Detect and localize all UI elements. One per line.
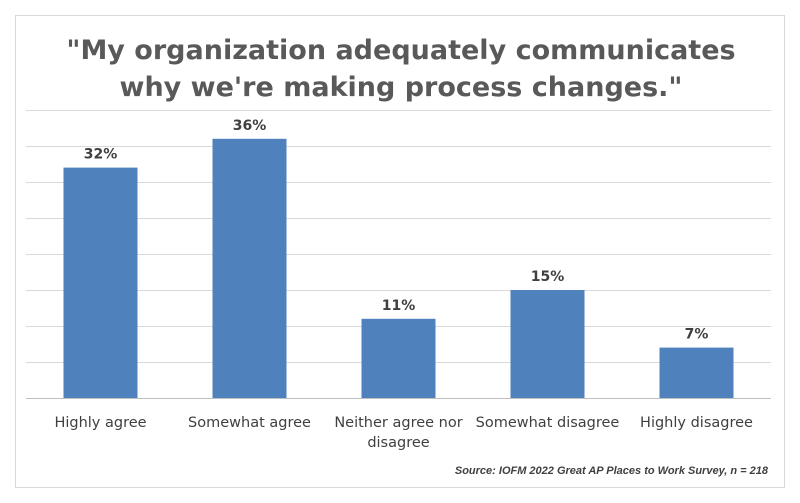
data-label: 36%: [233, 118, 267, 134]
data-labels: 32% 36% 11% 15% 7%: [84, 118, 709, 343]
bars: [63, 138, 734, 399]
category-label: Highly disagree: [640, 415, 753, 431]
data-label: 11%: [382, 298, 416, 314]
category-label: Somewhat disagree: [476, 415, 620, 431]
chart-title-line-1: "My organization adequately communicates: [66, 35, 735, 66]
chart-frame: "My organization adequately communicates…: [15, 15, 785, 488]
gridlines: [26, 110, 771, 363]
category-label: disagree: [367, 435, 429, 451]
bar: [63, 167, 138, 398]
chart-title: "My organization adequately communicates…: [66, 35, 735, 103]
data-label: 32%: [84, 147, 118, 163]
category-label: Neither agree nor: [334, 415, 462, 431]
category-labels: Highly agree Somewhat agree Neither agree …: [54, 415, 753, 451]
data-label: 7%: [685, 327, 709, 343]
data-label: 15%: [531, 269, 565, 285]
bar: [659, 347, 734, 398]
category-label: Highly agree: [54, 415, 146, 431]
bar: [212, 138, 287, 399]
bar-chart: "My organization adequately communicates…: [26, 35, 771, 477]
bar: [510, 290, 585, 398]
bar: [361, 318, 436, 398]
chart-title-line-2: why we're making process changes.": [120, 72, 683, 103]
source-note: Source: IOFM 2022 Great AP Places to Wor…: [455, 465, 769, 477]
category-label: Somewhat agree: [188, 415, 311, 431]
